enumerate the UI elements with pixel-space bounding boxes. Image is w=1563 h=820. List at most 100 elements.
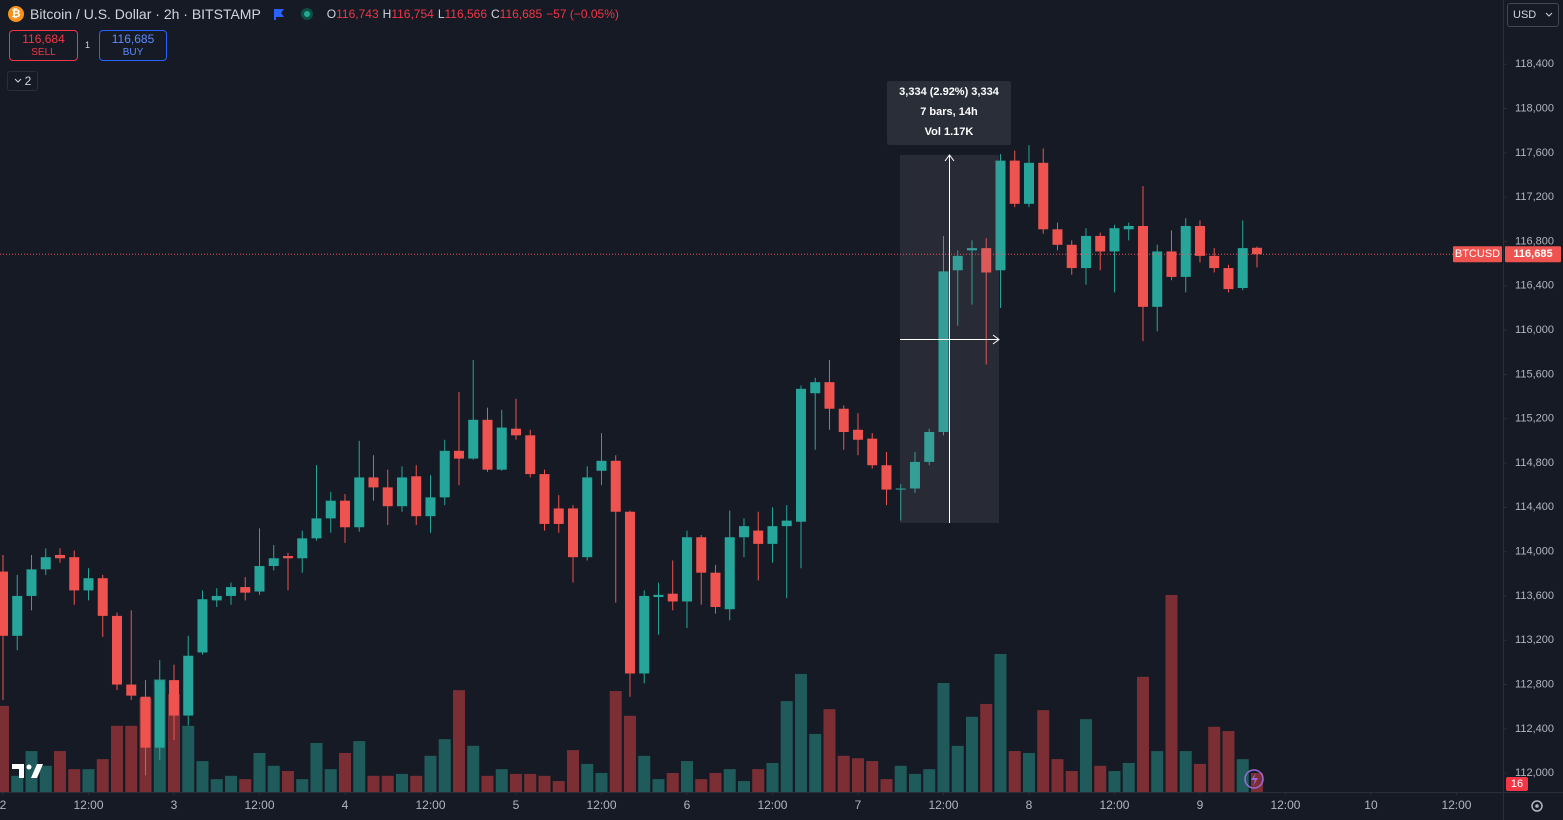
quantity: 1 — [85, 40, 91, 50]
volume-bar — [1037, 710, 1050, 792]
volume-bar — [866, 761, 879, 792]
y-tick-label: 112,000 — [1515, 767, 1554, 779]
gear-center[interactable] — [1535, 804, 1539, 808]
symbol-title[interactable]: Bitcoin / U.S. Dollar · 2h · BITSTAMP — [30, 6, 261, 22]
volume-bar — [495, 769, 508, 792]
x-tick-label: 12:00 — [244, 798, 274, 812]
candle-body — [724, 537, 735, 610]
candle-body — [952, 255, 963, 271]
x-tick-label: 7 — [855, 798, 862, 812]
volume-bar — [210, 779, 223, 792]
buy-price: 116,685 — [111, 31, 155, 46]
candle-body — [510, 428, 521, 436]
volume-bar — [1051, 759, 1064, 792]
candle-body — [852, 429, 863, 440]
x-tick-label: 3 — [171, 798, 178, 812]
x-tick-label: 12:00 — [73, 798, 103, 812]
volume-bar — [381, 775, 394, 792]
candle-body — [610, 460, 621, 512]
volume-bar — [1065, 771, 1078, 792]
assistant-icon[interactable] — [1244, 769, 1264, 789]
currency: USD — [1513, 9, 1537, 21]
volume-bar — [780, 701, 793, 792]
candle-body — [1052, 229, 1063, 245]
currency-select[interactable]: USD — [1507, 3, 1559, 27]
candle-body — [1180, 225, 1191, 277]
candle-body — [111, 615, 122, 685]
candle-body — [83, 578, 94, 591]
ohlc-value: 116,754 — [391, 7, 434, 21]
volume-bar — [1208, 726, 1221, 792]
last-price-box — [1505, 246, 1561, 263]
candle-body — [311, 518, 322, 539]
volume-bar — [353, 741, 366, 792]
chevron — [1545, 12, 1553, 17]
candle-body — [624, 511, 635, 674]
candle-body — [0, 571, 8, 636]
y-tick-label: 113,200 — [1515, 634, 1554, 646]
volume-bar — [410, 775, 423, 792]
x-tick-label: 5 — [513, 798, 520, 812]
volume-bar — [680, 761, 693, 792]
candle-body — [183, 655, 194, 716]
volume-bar — [980, 703, 993, 792]
last-price-label: 116,685 — [1513, 248, 1552, 260]
ohlc-value: 116,685 — [499, 7, 543, 21]
volume-bar — [609, 691, 622, 792]
volume-bar — [452, 690, 465, 792]
candle-body — [1038, 162, 1049, 230]
y-tick-label: 112,800 — [1515, 678, 1554, 690]
candle-body — [553, 508, 564, 524]
market-status[interactable] — [300, 8, 313, 20]
volume-bar — [25, 751, 38, 792]
volume-bar — [623, 715, 636, 792]
y-tick-label: 116,000 — [1515, 324, 1554, 336]
ohlc-key: O — [326, 7, 337, 21]
settings-icon[interactable] — [1531, 800, 1543, 812]
price-change: −57 (−0.05%) — [546, 7, 619, 21]
volume-bar — [709, 772, 722, 792]
y-tick-label: 116,400 — [1515, 280, 1554, 292]
candle-body — [1066, 244, 1077, 269]
volume-bar — [367, 775, 380, 792]
candle-body — [282, 556, 293, 559]
candle-body — [69, 557, 80, 591]
sell-button[interactable]: 116,684 SELL — [9, 30, 78, 61]
y-tick-label: 114,400 — [1515, 501, 1554, 513]
buy-button[interactable]: 116,685 BUY — [99, 30, 167, 61]
sell-price: 116,684 — [22, 31, 65, 46]
volume-bar — [566, 750, 579, 792]
candle-body — [810, 382, 821, 394]
logo-part — [31, 764, 43, 778]
y-tick-label: 114,000 — [1515, 546, 1554, 558]
volume-bar — [638, 755, 651, 792]
volume-bar — [1008, 751, 1021, 792]
assistant-ring[interactable] — [1244, 769, 1264, 789]
y-tick-label: 116,800 — [1515, 235, 1554, 247]
candle-body — [54, 554, 65, 559]
flag-icon[interactable] — [273, 8, 285, 20]
volume-bar — [509, 773, 522, 792]
assistant-bolt[interactable] — [1251, 773, 1258, 786]
candle-body — [254, 566, 265, 592]
candle-body — [753, 530, 764, 544]
candle-body — [140, 696, 151, 748]
volume-bar — [96, 759, 109, 792]
candle-body — [368, 477, 379, 488]
volume-bar — [395, 773, 408, 792]
flag-shape[interactable] — [273, 9, 284, 20]
volume-bar — [695, 779, 708, 792]
events-badge[interactable]: 16 — [1506, 777, 1528, 791]
measure-arrow-right — [992, 334, 1000, 345]
candle-body — [40, 557, 51, 570]
gear[interactable] — [1531, 800, 1543, 812]
candle-body — [225, 587, 236, 596]
candle-body — [1223, 268, 1234, 290]
volume-bar — [766, 762, 779, 792]
candle-body — [411, 476, 422, 517]
candle-body — [909, 461, 920, 489]
x-tick-label: 12:00 — [1270, 798, 1300, 812]
volume-bar — [794, 673, 807, 792]
indicators-toggle[interactable]: 2 — [7, 71, 38, 91]
candle-body — [696, 537, 707, 573]
